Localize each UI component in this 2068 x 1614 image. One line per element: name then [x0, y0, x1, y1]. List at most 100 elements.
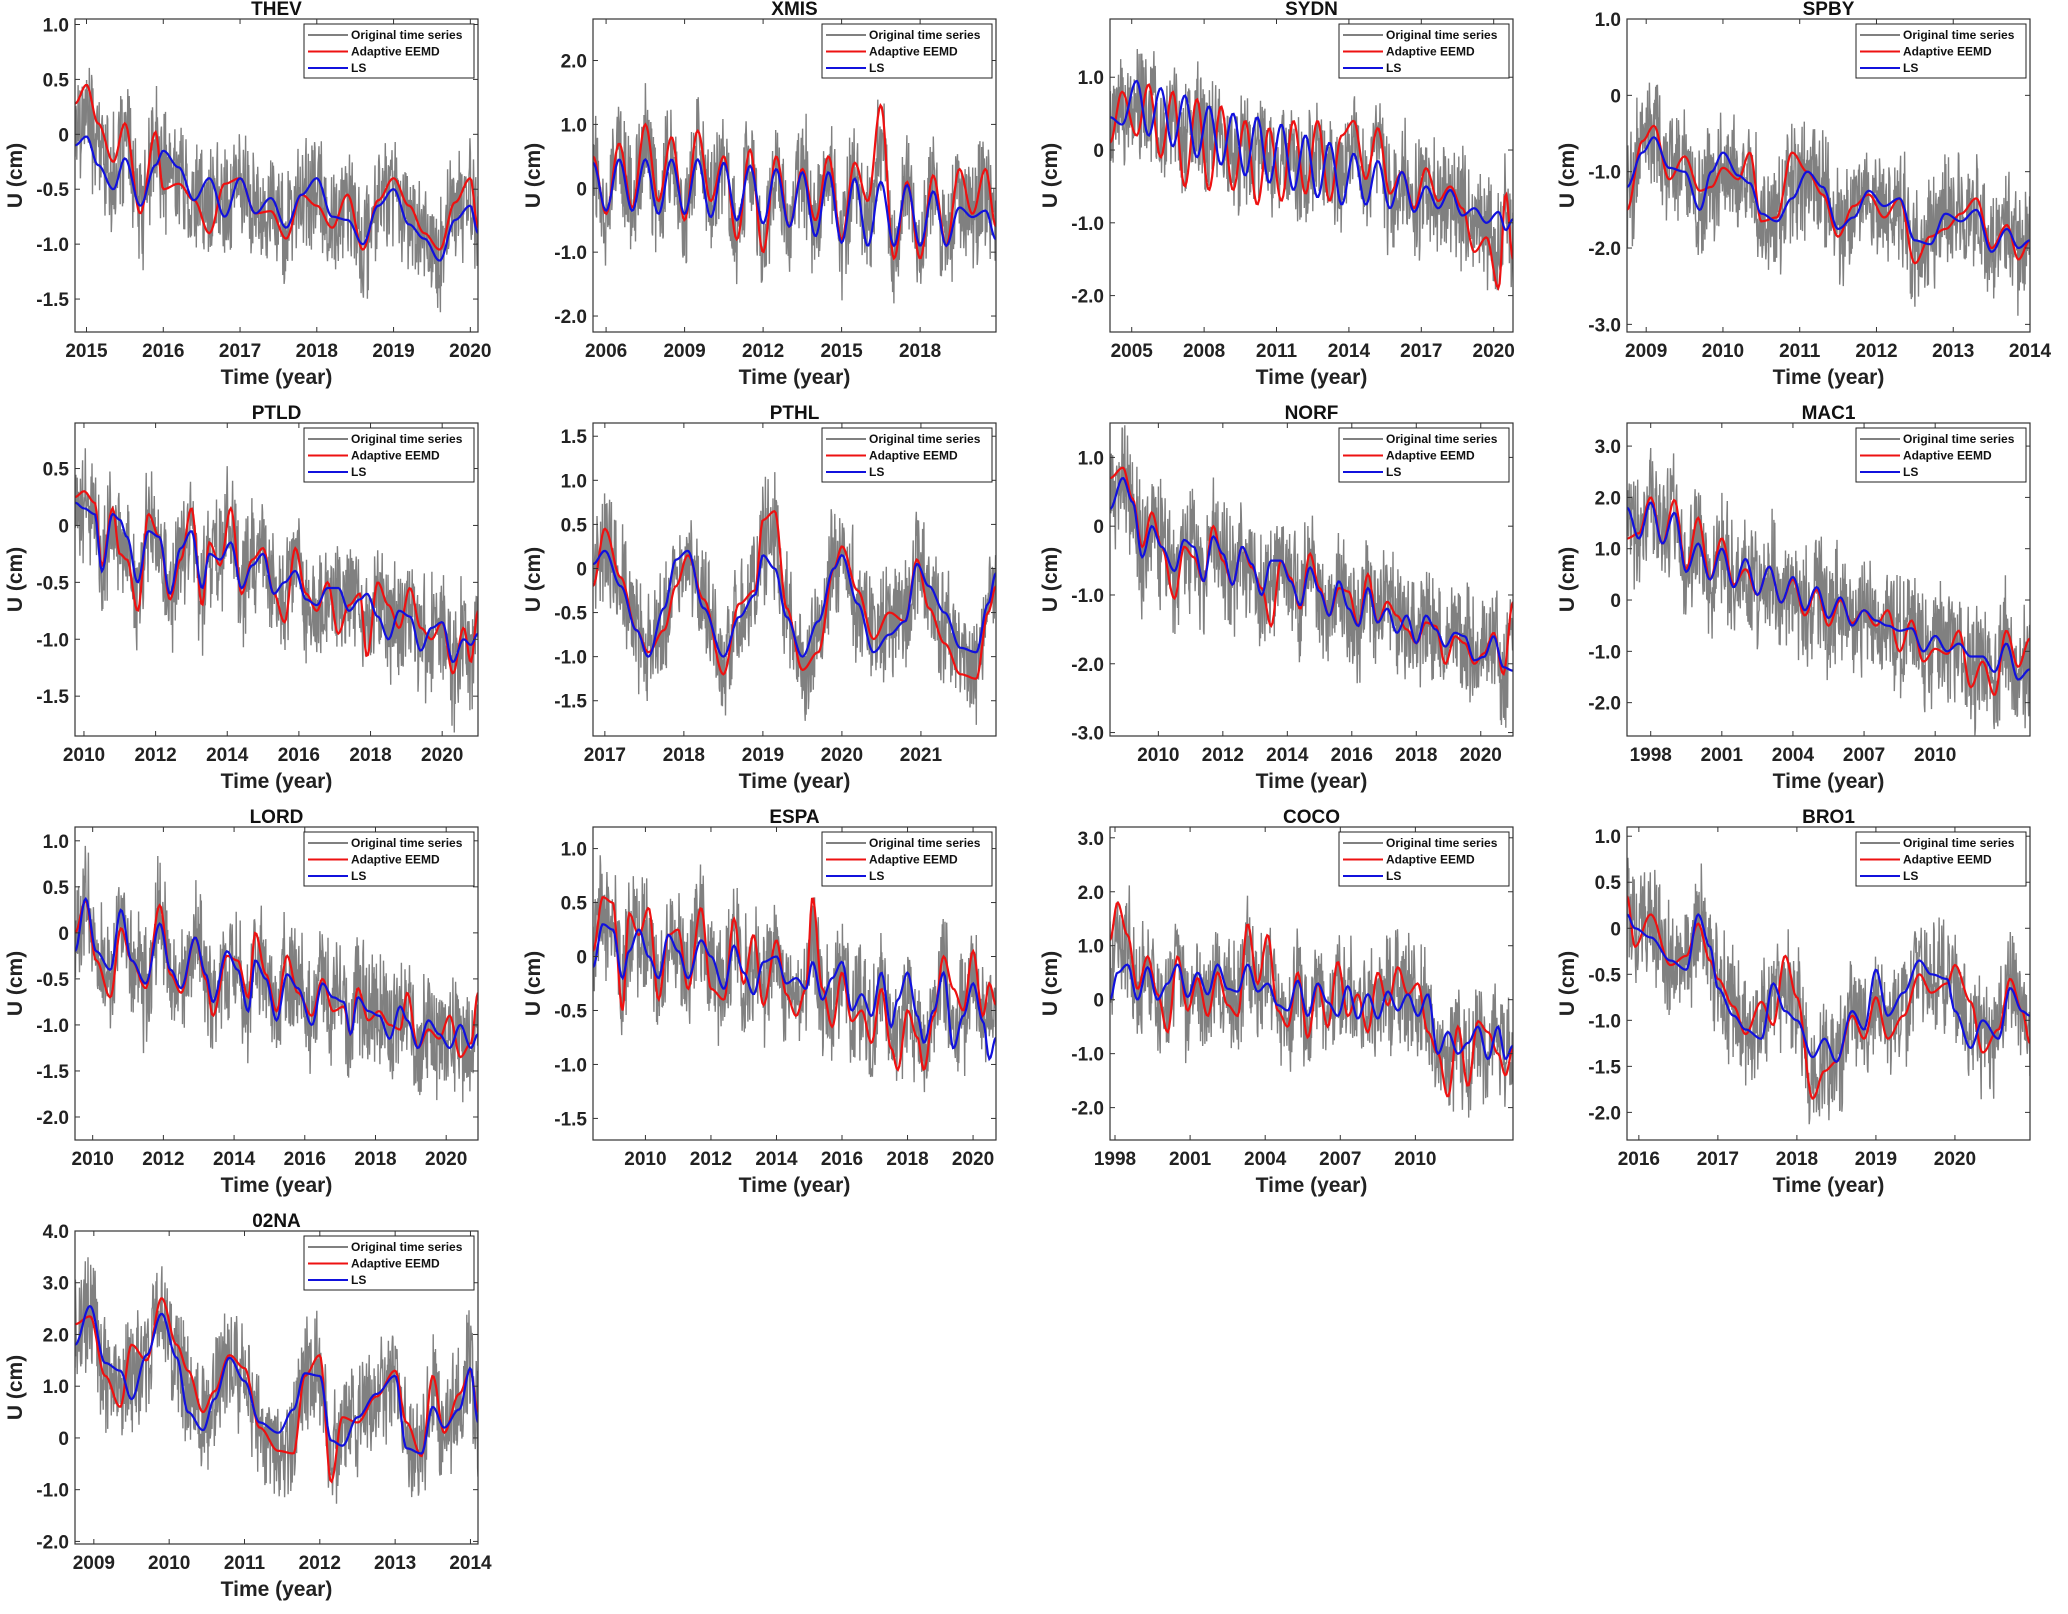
subplot-sydn: SYDN 2005 2008 2011 2014 2017 2020 1.0 0 -1.0 -2.0…: [1035, 0, 1552, 402]
y-tick-label: 0: [1610, 86, 1621, 107]
plot-area: [593, 83, 996, 304]
legend: Original time series Adaptive EEMD LS: [303, 427, 475, 483]
x-tick-label: 2012: [142, 1149, 184, 1170]
y-tick-label: 0.5: [561, 515, 588, 536]
legend-ls-label: LS: [1903, 869, 1918, 883]
axes-frame: [1109, 18, 1514, 333]
ls-line: [75, 501, 478, 664]
adaptive-eemd-line: [1110, 466, 1513, 677]
y-tick-label: 1.0: [43, 1377, 69, 1398]
y-tick-label: -2.0: [1588, 1103, 1621, 1124]
axes-frame: [1626, 422, 2031, 737]
legend-original-label: Original time series: [1903, 836, 2015, 850]
y-tick-label: 0.5: [1595, 873, 1622, 894]
ls-line: [75, 896, 478, 1050]
y-tick-label: 2.0: [1078, 883, 1104, 904]
x-tick-label: 2018: [354, 1149, 396, 1170]
x-tick-label: 2015: [65, 341, 108, 362]
x-tick-label: 2011: [1256, 341, 1298, 362]
x-tick-label: 2017: [584, 745, 626, 766]
x-tick-label: 2015: [820, 341, 863, 362]
subplot-title: COCO: [1283, 807, 1340, 828]
y-tick-label: -2.0: [1588, 694, 1621, 715]
legend: Original time series Adaptive EEMD LS: [1855, 427, 2027, 483]
x-tick-label: 2016: [284, 1149, 326, 1170]
y-tick-label: -1.0: [554, 1055, 587, 1076]
x-tick-label: 2018: [886, 1149, 928, 1170]
x-axis-label: Time (year): [1773, 366, 1885, 389]
legend-ls-label: LS: [869, 869, 884, 883]
x-axis-label: Time (year): [221, 1174, 333, 1197]
subplot-mac1: MAC1 1998 2001 2004 2007 2010 3.0 2.0 1.0 0 -1.0 -2…: [1552, 403, 2068, 806]
y-tick-label: 3.0: [1595, 437, 1621, 458]
legend-ls-label: LS: [1903, 465, 1918, 479]
y-tick-label: 0: [1093, 991, 1104, 1012]
x-tick-label: 2009: [1625, 341, 1667, 362]
subplot-svg: BRO1 2016 2017 2018 2019 2020 1.0 0.5 0 -0.5 -1.0 -…: [1556, 807, 2031, 1197]
y-axis-label: U (cm): [1039, 143, 1062, 208]
y-tick-label: 0.5: [43, 460, 70, 481]
legend-eemd-label: Adaptive EEMD: [351, 1257, 440, 1271]
x-tick-label: 2012: [299, 1553, 341, 1574]
x-tick-label: 2012: [1855, 341, 1897, 362]
legend-ls-label: LS: [351, 61, 366, 75]
x-tick-label: 2005: [1111, 341, 1154, 362]
y-tick-label: -2.0: [36, 1532, 69, 1553]
x-axis-label: Time (year): [1256, 366, 1368, 389]
y-tick-label: 1.0: [1078, 937, 1104, 958]
legend-eemd-label: Adaptive EEMD: [1903, 449, 1992, 463]
x-tick-label: 2010: [624, 1149, 666, 1170]
x-tick-label: 2010: [1137, 745, 1179, 766]
legend-ls-label: LS: [1386, 465, 1401, 479]
y-axis-label: U (cm): [1556, 951, 1579, 1016]
subplot-bro1: BRO1 2016 2017 2018 2019 2020 1.0 0.5 0 -0.5 -1.0 -…: [1552, 807, 2068, 1210]
x-tick-label: 2014: [755, 1149, 798, 1170]
x-tick-label: 2018: [663, 745, 705, 766]
legend: Original time series Adaptive EEMD LS: [1338, 23, 1510, 79]
y-tick-label: 1.0: [561, 115, 587, 136]
legend-ls-label: LS: [1903, 61, 1918, 75]
x-tick-label: 2019: [1855, 1149, 1897, 1170]
x-axis-label: Time (year): [1773, 770, 1885, 793]
y-tick-label: 3.0: [43, 1274, 69, 1295]
y-tick-label: 0.5: [43, 70, 70, 91]
x-axis-label: Time (year): [1256, 770, 1368, 793]
y-tick-label: 1.0: [1595, 827, 1621, 848]
subplot-norf: NORF 2010 2012 2014 2016 2018 2020 1.0 0 -1.0 -2.0…: [1035, 403, 1552, 806]
adaptive-eemd-line: [75, 84, 478, 251]
y-tick-label: 0.5: [561, 894, 588, 915]
x-tick-label: 2020: [952, 1149, 994, 1170]
plot-area: [1110, 48, 1513, 291]
adaptive-eemd-line: [75, 490, 478, 675]
x-tick-label: 2012: [690, 1149, 732, 1170]
legend-original-label: Original time series: [869, 836, 981, 850]
subplot-espa: ESPA 2010 2012 2014 2016 2018 2020 1.0 0.5 0 -0.5 -…: [518, 807, 1035, 1210]
axes-frame: [74, 422, 479, 737]
legend: Original time series Adaptive EEMD LS: [1338, 831, 1510, 887]
y-tick-label: 1.0: [1595, 540, 1621, 561]
y-tick-label: 1.0: [43, 832, 69, 853]
ls-line: [75, 135, 478, 262]
ls-line: [1627, 501, 2030, 681]
x-tick-label: 2010: [148, 1553, 190, 1574]
x-tick-label: 2016: [1618, 1149, 1660, 1170]
y-tick-label: 0: [58, 125, 69, 146]
x-tick-label: 2016: [821, 1149, 863, 1170]
axes-frame: [74, 1230, 479, 1545]
x-tick-label: 2018: [296, 341, 338, 362]
x-tick-label: 2018: [349, 745, 391, 766]
subplot-title: LORD: [250, 807, 304, 828]
y-axis-label: U (cm): [4, 1355, 27, 1420]
subplot-title: SPBY: [1803, 0, 1855, 20]
original-series-line: [1627, 447, 2030, 736]
axes-frame: [74, 826, 479, 1141]
y-tick-label: -3.0: [1071, 724, 1104, 745]
y-tick-label: -2.0: [1588, 239, 1621, 260]
y-tick-label: 0: [1093, 517, 1104, 538]
original-series-line: [75, 67, 478, 313]
subplot-02na: 02NA 2009 2010 2011 2012 2013 2014 4.0 3.0 2.0 1.0…: [0, 1211, 517, 1614]
ls-line: [1627, 136, 2030, 253]
legend-original-label: Original time series: [1386, 836, 1498, 850]
y-tick-label: -1.0: [36, 1016, 69, 1037]
x-tick-label: 2007: [1319, 1149, 1361, 1170]
